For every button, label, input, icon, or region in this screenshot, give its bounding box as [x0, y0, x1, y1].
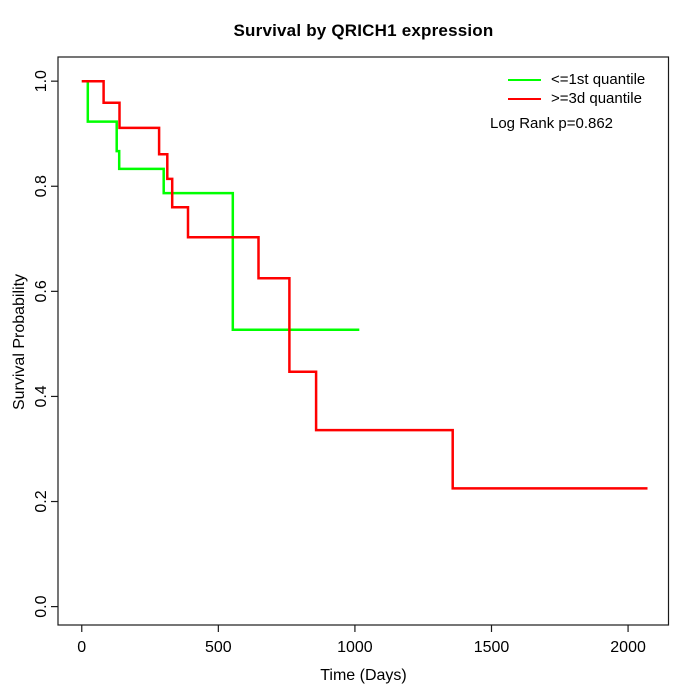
legend-label: >=3d quantile	[551, 90, 642, 107]
y-tick-label: 0.2	[33, 490, 50, 512]
legend-item-low-expression: <=1st quantile	[490, 70, 680, 89]
legend-line-green	[508, 78, 541, 81]
legend: <=1st quantile >=3d quantile Log Rank p=…	[490, 70, 680, 132]
y-tick-label: 0.6	[33, 280, 50, 302]
x-tick-label: 0	[77, 639, 86, 656]
x-tick-label: 1500	[474, 639, 510, 656]
km-curve-first-quantile	[81, 79, 360, 331]
y-tick-label: 1.0	[33, 70, 50, 92]
x-tick-label: 2000	[610, 639, 646, 656]
y-tick-label: 0.0	[33, 595, 50, 617]
km-curve-third-quantile	[81, 79, 648, 490]
y-tick-label: 0.8	[33, 175, 50, 197]
log-rank-pvalue: Log Rank p=0.862	[490, 115, 614, 132]
legend-line-red	[508, 97, 541, 100]
chart-title: Survival by QRICH1 expression	[233, 21, 494, 40]
y-axis-title: Survival Probability	[11, 273, 28, 411]
x-tick-label: 1000	[337, 639, 373, 656]
legend-item-high-expression: >=3d quantile	[490, 89, 680, 108]
x-axis-title: Time (Days)	[320, 667, 407, 684]
legend-label: <=1st quantile	[551, 71, 646, 88]
plot-box	[57, 56, 670, 626]
x-tick-label: 500	[205, 639, 232, 656]
y-tick-label: 0.4	[33, 385, 50, 407]
